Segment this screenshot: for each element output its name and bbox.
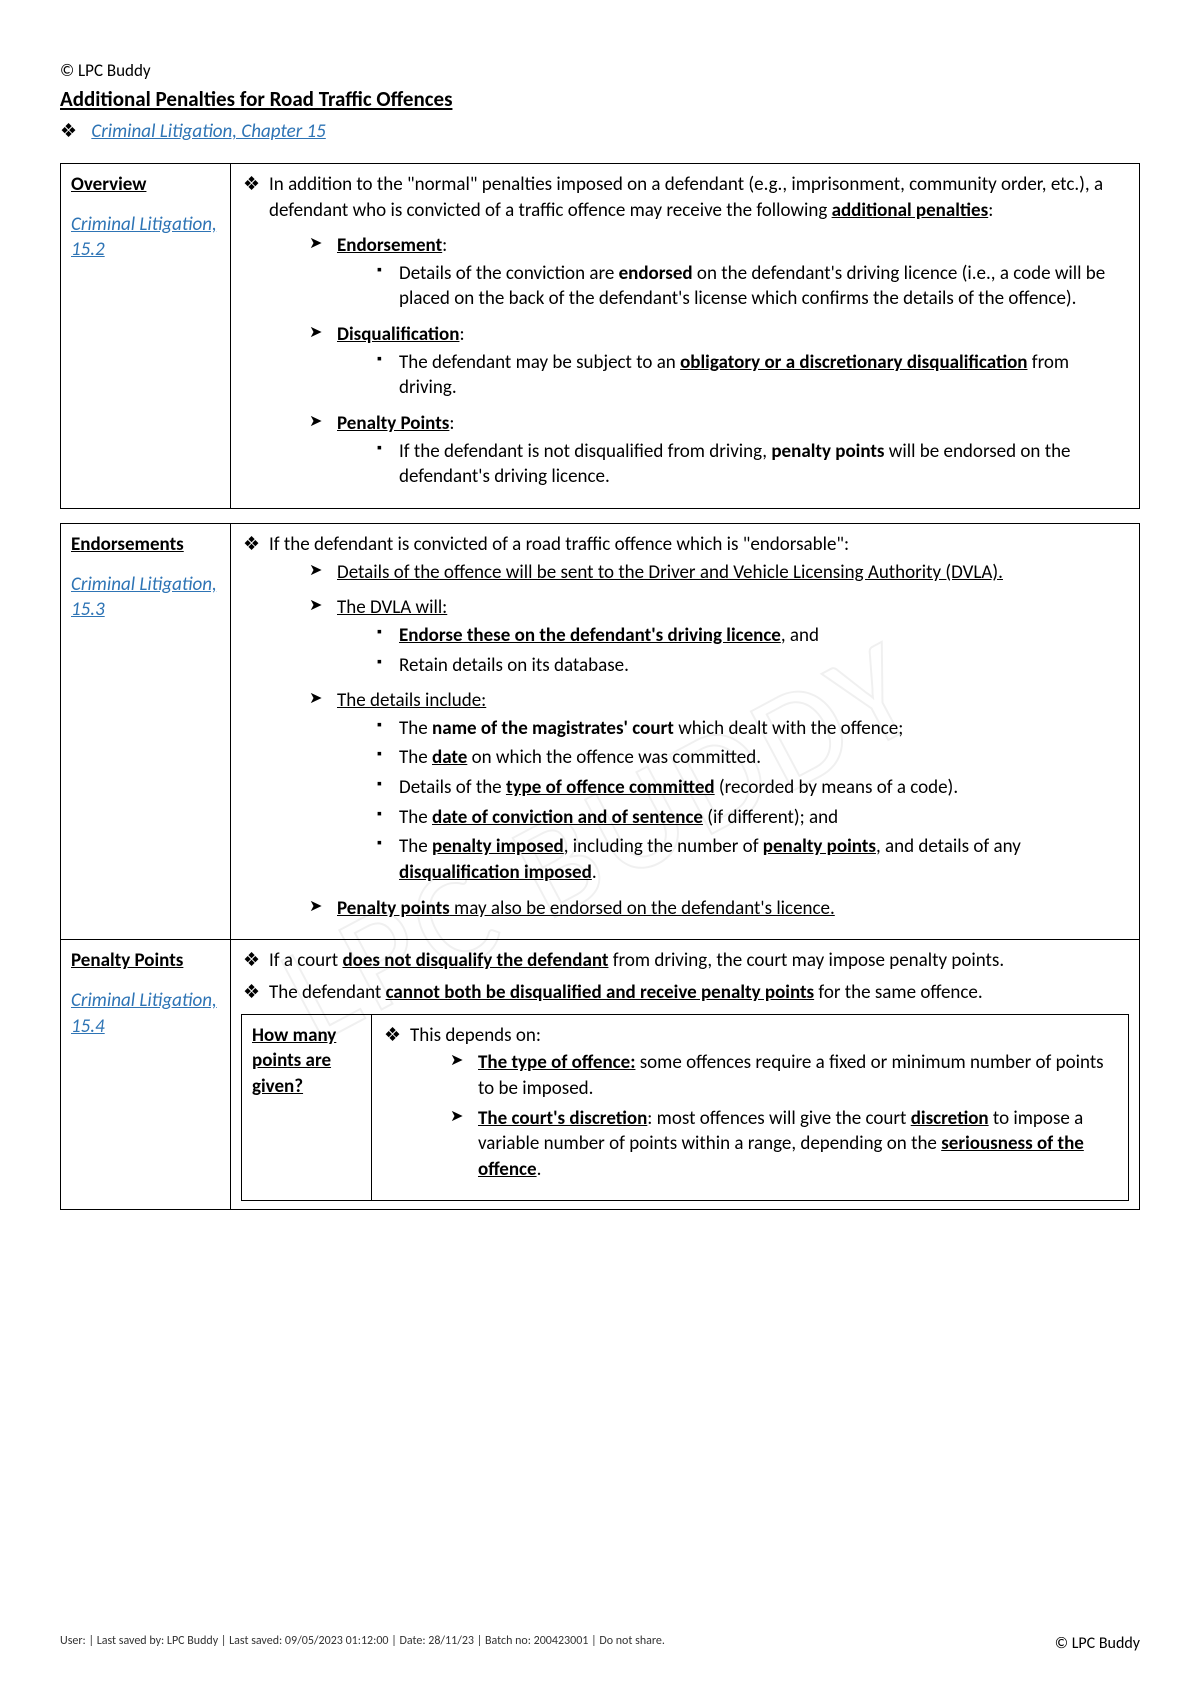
how-many-points-table: How many points are given? This depends … bbox=[241, 1014, 1129, 1202]
text: If the defendant is convicted of a road … bbox=[269, 533, 849, 556]
overview-heading: Overview bbox=[71, 172, 220, 198]
text: , and bbox=[781, 624, 819, 647]
dvla-retain: Retain details on its database. bbox=[377, 653, 1129, 679]
text: cannot both be disqualified and receive … bbox=[386, 981, 815, 1004]
text: Penalty Points bbox=[337, 412, 449, 435]
overview-intro: In addition to the "normal" penalties im… bbox=[241, 172, 1129, 490]
detail-conviction-date: The date of conviction and of sentence (… bbox=[377, 805, 1129, 831]
penalty-points-heading: Penalty Points bbox=[71, 948, 220, 974]
text: The defendant may be subject to an bbox=[399, 351, 680, 374]
text: date of conviction and of sentence bbox=[432, 806, 703, 829]
endorsement-item: Endorsement: Details of the conviction a… bbox=[309, 233, 1129, 312]
penalty-points-endorsed: Penalty points may also be endorsed on t… bbox=[309, 896, 1129, 922]
type-of-offence: The type of offence: some offences requi… bbox=[450, 1050, 1118, 1101]
text: The type of offence: bbox=[478, 1051, 635, 1074]
overview-ref-link[interactable]: Criminal Litigation, 15.2 bbox=[71, 212, 220, 263]
text: Penalty points bbox=[337, 897, 450, 920]
text: The bbox=[399, 806, 432, 829]
pp-rule-1: If a court does not disqualify the defen… bbox=[241, 948, 1129, 974]
text: from driving, the court may impose penal… bbox=[608, 949, 1004, 972]
text: on which the offence was committed. bbox=[467, 746, 761, 769]
text: name of the magistrates' court bbox=[432, 717, 674, 740]
text: Details of the bbox=[399, 776, 506, 799]
text: penalty imposed bbox=[432, 835, 564, 858]
text: which dealt with the offence; bbox=[674, 717, 903, 740]
dvla-will: The DVLA will: Endorse these on the defe… bbox=[309, 595, 1129, 678]
how-many-heading: How many points are given? bbox=[252, 1023, 361, 1100]
text: The defendant bbox=[269, 981, 386, 1004]
footer-right: © LPC Buddy bbox=[1055, 1633, 1140, 1655]
page-title: Additional Penalties for Road Traffic Of… bbox=[60, 85, 1140, 113]
details-include: The details include: The name of the mag… bbox=[309, 688, 1129, 885]
text: Details of the offence will be sent to t… bbox=[337, 561, 1003, 584]
text: . bbox=[537, 1158, 542, 1181]
endorsements-heading: Endorsements bbox=[71, 532, 220, 558]
court-discretion: The court's discretion: most offences wi… bbox=[450, 1106, 1118, 1183]
text: (recorded by means of a code). bbox=[715, 776, 958, 799]
text: . bbox=[592, 861, 597, 884]
dvla-send: Details of the offence will be sent to t… bbox=[309, 560, 1129, 586]
text: The bbox=[399, 717, 432, 740]
penalty-points-detail: If the defendant is not disqualified fro… bbox=[377, 439, 1129, 490]
text: obligatory or a discretionary disqualifi… bbox=[680, 351, 1027, 374]
endorsements-ref-link[interactable]: Criminal Litigation, 15.3 bbox=[71, 572, 220, 623]
footer-left: User: | Last saved by: LPC Buddy | Last … bbox=[60, 1633, 665, 1655]
dvla-endorse: Endorse these on the defendant's driving… bbox=[377, 623, 1129, 649]
detail-date: The date on which the offence was commit… bbox=[377, 745, 1129, 771]
text: date bbox=[432, 746, 467, 769]
text: : bbox=[988, 199, 993, 222]
copyright-top: © LPC Buddy bbox=[60, 60, 1140, 83]
text: The court's discretion bbox=[478, 1107, 647, 1130]
text: does not disqualify the defendant bbox=[342, 949, 608, 972]
text: : most offences will give the court bbox=[647, 1107, 910, 1130]
diamond-bullet-icon bbox=[60, 120, 87, 143]
endorsements-table: Endorsements Criminal Litigation, 15.3 I… bbox=[60, 523, 1140, 1210]
pp-rule-2: The defendant cannot both be disqualifie… bbox=[241, 980, 1129, 1006]
text: The details include: bbox=[337, 689, 486, 712]
text: penalty points bbox=[763, 835, 876, 858]
penalty-points-ref-link[interactable]: Criminal Litigation, 15.4 bbox=[71, 988, 220, 1039]
text: Details of the conviction are bbox=[399, 262, 619, 285]
detail-type: Details of the type of offence committed… bbox=[377, 775, 1129, 801]
text: Endorsement bbox=[337, 234, 442, 257]
text: may also be endorsed on the defendant's … bbox=[450, 897, 835, 920]
text: disqualification imposed bbox=[399, 861, 592, 884]
text: Endorse these on the defendant's driving… bbox=[399, 624, 781, 647]
text: endorsed bbox=[619, 262, 693, 285]
depends-on: This depends on: The type of offence: so… bbox=[382, 1023, 1118, 1183]
text: type of offence committed bbox=[506, 776, 715, 799]
text: penalty points bbox=[771, 440, 884, 463]
detail-court: The name of the magistrates' court which… bbox=[377, 716, 1129, 742]
text: The DVLA will: bbox=[337, 596, 447, 619]
endorsement-detail: Details of the conviction are endorsed o… bbox=[377, 261, 1129, 312]
text: additional penalties bbox=[832, 199, 989, 222]
page-footer: User: | Last saved by: LPC Buddy | Last … bbox=[60, 1633, 1140, 1655]
disqualification-item: Disqualification: The defendant may be s… bbox=[309, 322, 1129, 401]
text: If a court bbox=[269, 949, 342, 972]
overview-table: Overview Criminal Litigation, 15.2 In ad… bbox=[60, 163, 1140, 509]
text: (if different); and bbox=[703, 806, 838, 829]
penalty-points-item: Penalty Points: If the defendant is not … bbox=[309, 411, 1129, 490]
chapter-link[interactable]: Criminal Litigation, Chapter 15 bbox=[91, 120, 325, 143]
text: If the defendant is not disqualified fro… bbox=[399, 440, 771, 463]
endorsements-intro: If the defendant is convicted of a road … bbox=[241, 532, 1129, 921]
text: for the same offence. bbox=[814, 981, 983, 1004]
text: discretion bbox=[911, 1107, 989, 1130]
text: The bbox=[399, 746, 432, 769]
text: Disqualification bbox=[337, 323, 459, 346]
text: The bbox=[399, 835, 432, 858]
text: , and details of any bbox=[876, 835, 1021, 858]
text: , including the number of bbox=[564, 835, 763, 858]
text: This depends on: bbox=[410, 1024, 541, 1047]
detail-penalty: The penalty imposed, including the numbe… bbox=[377, 834, 1129, 885]
disqualification-detail: The defendant may be subject to an oblig… bbox=[377, 350, 1129, 401]
